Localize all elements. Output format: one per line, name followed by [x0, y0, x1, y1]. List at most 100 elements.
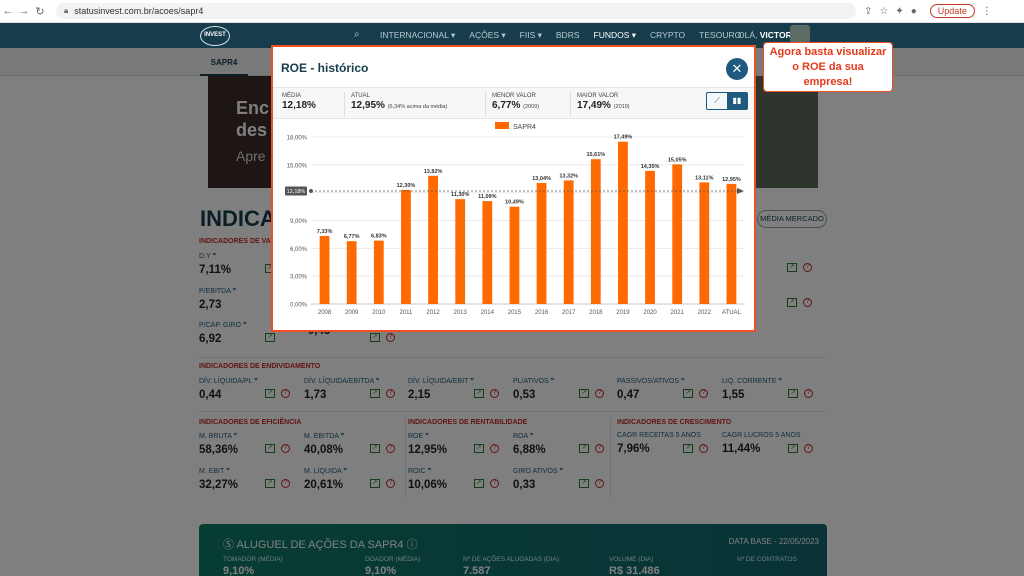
x-tick-label: 2019: [616, 310, 630, 316]
lock-icon: 🔒︎: [64, 6, 69, 15]
stats-row: MÉDIA 12,18% ATUAL 12,95% (6,34% acima d…: [273, 87, 754, 119]
close-icon: ✕: [731, 61, 743, 76]
url-text: statusinvest.com.br/acoes/sapr4: [74, 6, 204, 16]
average-badge: [285, 186, 307, 196]
legend-swatch: [495, 122, 509, 129]
data-label: 13,04%: [532, 176, 551, 182]
x-tick-label: 2013: [454, 310, 468, 316]
x-tick-label: 2020: [643, 310, 657, 316]
x-tick-label: 2012: [426, 310, 440, 316]
search-icon[interactable]: ⌕: [354, 29, 360, 40]
data-label: 13,11%: [695, 175, 713, 181]
annotation-callout: Agora basta visualizar o ROE da sua empr…: [763, 42, 893, 92]
address-bar[interactable]: 🔒︎ statusinvest.com.br/acoes/sapr4: [56, 3, 856, 19]
stat-menor-valor: MENOR VALOR 6,77% (2009): [492, 93, 540, 111]
bar-2008: [319, 235, 330, 304]
bar-2018: [590, 159, 601, 304]
nav-acoes[interactable]: AÇÕES ▾: [469, 30, 506, 40]
bar-2017: [563, 180, 574, 304]
x-tick-label: 2014: [481, 310, 495, 316]
roe-bar-chart: SAPR40,00%3,00%6,00%9,00%12,00%15,00%18,…: [285, 122, 745, 316]
x-tick-label: 2016: [535, 310, 549, 316]
close-button[interactable]: ✕: [726, 58, 748, 80]
bar-2022: [699, 182, 710, 304]
user-greeting[interactable]: OLÁ, VICTOR: [738, 30, 792, 40]
data-label: 15,05%: [668, 157, 687, 163]
nav-fundos[interactable]: FUNDOS ▾: [593, 30, 637, 40]
y-tick-label: 18,00%: [287, 136, 308, 142]
data-label: 6,83%: [371, 234, 387, 240]
browser-toolbar: ← → ↻ 🔒︎ statusinvest.com.br/acoes/sapr4…: [0, 0, 1024, 23]
data-label: 11,09%: [478, 194, 496, 200]
bar-2012: [428, 175, 438, 304]
data-label: 15,61%: [586, 152, 605, 158]
reload-icon[interactable]: ↻: [35, 5, 45, 18]
data-label: 13,82%: [424, 169, 443, 175]
stat-media: MÉDIA 12,18%: [282, 93, 316, 111]
y-tick-label: 0,00%: [290, 303, 308, 309]
data-label: 10,49%: [505, 200, 524, 206]
stat-atual: ATUAL 12,95% (6,34% acima da média): [351, 93, 448, 111]
bar-2019: [618, 141, 628, 304]
data-label: 12,95%: [722, 177, 741, 183]
bar-2016: [536, 183, 547, 304]
bar-2013: [455, 199, 466, 304]
menu-icon[interactable]: ⋮: [981, 5, 992, 17]
bar-chart-icon[interactable]: ▮▮: [727, 93, 747, 109]
y-tick-label: 15,00%: [287, 163, 308, 169]
nav-crypto[interactable]: CRYPTO: [650, 30, 686, 40]
bar-2020: [645, 170, 655, 304]
data-label: 6,77%: [344, 234, 360, 240]
nav-internacional[interactable]: INTERNACIONAL ▾: [380, 30, 456, 40]
extensions-icon[interactable]: ✦: [895, 5, 904, 17]
x-tick-label: 2011: [399, 310, 413, 316]
data-label: 14,35%: [641, 164, 660, 170]
line-chart-icon[interactable]: ⟋: [714, 96, 720, 105]
data-label: 11,30%: [451, 192, 469, 198]
site-nav: INTERNACIONAL ▾ AÇÕES ▾ FIIS ▾ BDRS FUND…: [380, 30, 741, 41]
bar-2014: [482, 201, 493, 304]
legend-label: SAPR4: [513, 124, 536, 131]
data-label: 7,33%: [317, 229, 333, 235]
bar-2010: [373, 240, 384, 304]
back-icon[interactable]: ←: [2, 5, 14, 17]
share-icon[interactable]: ⇪: [864, 5, 873, 17]
x-tick-label: 2015: [508, 310, 522, 316]
modal-title: ROE - histórico: [281, 61, 369, 75]
bookmark-star-icon[interactable]: ☆: [879, 5, 889, 17]
site-logo[interactable]: INVEST: [200, 26, 230, 46]
site-header: INVEST ⌕ INTERNACIONAL ▾ AÇÕES ▾ FIIS ▾ …: [0, 23, 1024, 48]
avatar[interactable]: [790, 25, 810, 45]
bar-2009: [346, 241, 357, 304]
chart-type-toggle: ⟋ ▮▮: [706, 92, 748, 110]
bar-ATUAL: [726, 183, 737, 304]
average-marker: [309, 188, 313, 193]
update-button[interactable]: Update: [929, 4, 975, 18]
data-label: 17,49%: [614, 135, 633, 141]
nav-fiis[interactable]: FIIS ▾: [519, 30, 542, 40]
forward-icon[interactable]: →: [18, 5, 30, 17]
y-tick-label: 3,00%: [290, 275, 308, 281]
average-label: 12,18%: [287, 189, 306, 195]
nav-bdrs[interactable]: BDRS: [555, 30, 580, 40]
bar-2021: [672, 164, 683, 304]
data-label: 13,32%: [559, 173, 578, 179]
average-arrow: [737, 187, 744, 194]
x-tick-label: 2018: [589, 310, 603, 316]
x-tick-label: 2009: [345, 310, 359, 316]
y-tick-label: 9,00%: [290, 219, 308, 225]
x-tick-label: 2008: [318, 310, 332, 316]
stat-maior-valor: MAIOR VALOR 17,49% (2019): [577, 93, 630, 111]
roe-history-modal: ROE - histórico ✕ MÉDIA 12,18% ATUAL 12,…: [271, 45, 756, 332]
x-tick-label: 2021: [671, 310, 685, 316]
nav-tesouro[interactable]: TESOURO: [699, 30, 742, 40]
bar-2011: [401, 189, 411, 304]
profile-icon[interactable]: ●: [910, 5, 917, 17]
x-tick-label: 2010: [372, 310, 386, 316]
y-tick-label: 6,00%: [290, 247, 308, 253]
x-tick-label: 2017: [562, 310, 576, 316]
x-tick-label: ATUAL: [722, 310, 742, 316]
data-label: 12,30%: [397, 183, 416, 189]
bar-2015: [509, 206, 520, 304]
